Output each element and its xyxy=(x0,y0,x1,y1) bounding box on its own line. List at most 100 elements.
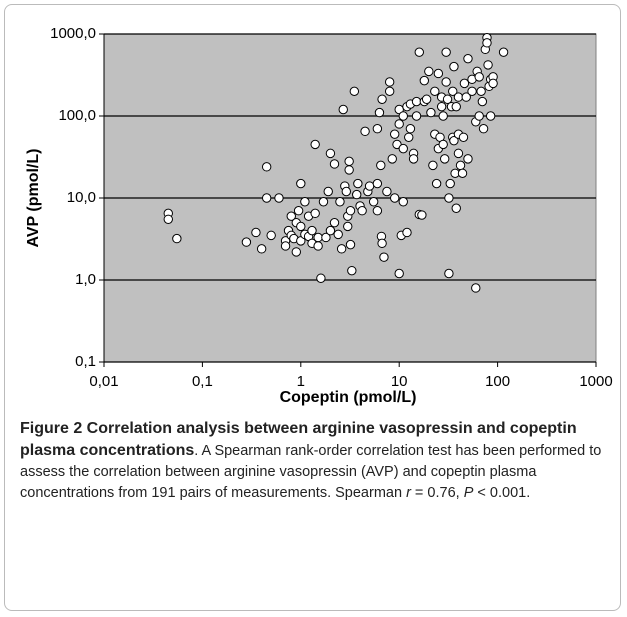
point xyxy=(438,111,448,121)
point xyxy=(461,92,471,102)
point xyxy=(307,225,317,236)
point xyxy=(333,229,343,240)
y-tick-label: 100,0 xyxy=(58,107,96,124)
point xyxy=(372,206,383,216)
point xyxy=(449,61,459,72)
point xyxy=(374,107,385,118)
point xyxy=(441,77,451,87)
point xyxy=(398,197,408,207)
point xyxy=(449,135,459,146)
point xyxy=(251,227,261,238)
point xyxy=(163,214,173,224)
point xyxy=(293,206,304,216)
point xyxy=(436,101,447,112)
caption-title: Figure 2 Correlation analysis between ar… xyxy=(20,420,577,459)
point xyxy=(463,53,473,64)
point xyxy=(411,111,422,121)
point xyxy=(338,104,348,115)
point xyxy=(444,193,454,203)
x-tick-label: 1000 xyxy=(579,373,612,390)
point xyxy=(325,225,336,236)
point xyxy=(476,86,486,97)
point xyxy=(453,148,464,159)
point xyxy=(261,193,272,203)
point xyxy=(343,221,353,232)
point xyxy=(459,78,470,89)
point xyxy=(274,193,284,203)
caption-p: P xyxy=(463,485,474,501)
point xyxy=(300,197,310,207)
point xyxy=(296,178,306,189)
point xyxy=(455,160,466,171)
point xyxy=(376,160,386,171)
point xyxy=(172,233,182,244)
point xyxy=(280,241,291,251)
point xyxy=(296,221,306,232)
point xyxy=(335,197,345,207)
point xyxy=(325,148,336,159)
point xyxy=(389,129,400,139)
point xyxy=(357,206,367,216)
point xyxy=(266,230,276,241)
point xyxy=(360,126,370,137)
point xyxy=(478,124,489,134)
point xyxy=(291,247,301,257)
point xyxy=(316,273,326,283)
point xyxy=(411,96,422,107)
point xyxy=(256,244,267,254)
point xyxy=(368,197,379,207)
point xyxy=(389,193,400,203)
point xyxy=(353,178,363,189)
point xyxy=(402,227,412,238)
point xyxy=(424,66,434,77)
point xyxy=(394,268,404,279)
point xyxy=(438,139,448,150)
point xyxy=(313,232,323,243)
point xyxy=(444,268,454,279)
point xyxy=(398,143,408,154)
point xyxy=(344,156,354,167)
point xyxy=(398,111,408,121)
point xyxy=(387,154,397,164)
point xyxy=(471,283,481,293)
point xyxy=(345,239,356,250)
y-tick-label: 10,0 xyxy=(67,189,96,206)
point xyxy=(408,154,419,164)
point xyxy=(377,238,387,249)
point xyxy=(372,178,383,189)
point xyxy=(442,94,453,104)
figure-frame xyxy=(4,4,621,611)
point xyxy=(336,244,347,254)
point xyxy=(431,178,442,189)
x-tick-label: 10 xyxy=(391,373,408,390)
point xyxy=(474,111,484,121)
y-tick-label: 1000,0 xyxy=(50,25,96,42)
point xyxy=(345,206,356,216)
point xyxy=(428,160,438,171)
point xyxy=(426,107,436,118)
x-tick-label: 0,1 xyxy=(192,373,213,390)
point xyxy=(419,75,430,86)
point xyxy=(483,60,493,70)
x-tick-label: 1 xyxy=(297,373,305,390)
point xyxy=(364,181,375,191)
point xyxy=(352,189,362,200)
point xyxy=(430,86,440,97)
x-tick-label: 0,01 xyxy=(89,373,118,390)
caption-p-text: < 0.001. xyxy=(473,485,531,501)
point xyxy=(349,86,360,97)
point xyxy=(310,139,320,150)
point xyxy=(463,154,473,164)
point xyxy=(421,94,432,104)
point xyxy=(394,119,404,129)
point xyxy=(377,94,387,104)
point xyxy=(474,72,484,82)
point xyxy=(341,186,351,197)
point xyxy=(344,165,354,175)
point xyxy=(310,208,320,219)
point xyxy=(261,162,272,172)
point xyxy=(321,232,331,243)
point xyxy=(241,237,252,247)
point xyxy=(379,252,389,262)
caption-r: r xyxy=(406,485,411,501)
